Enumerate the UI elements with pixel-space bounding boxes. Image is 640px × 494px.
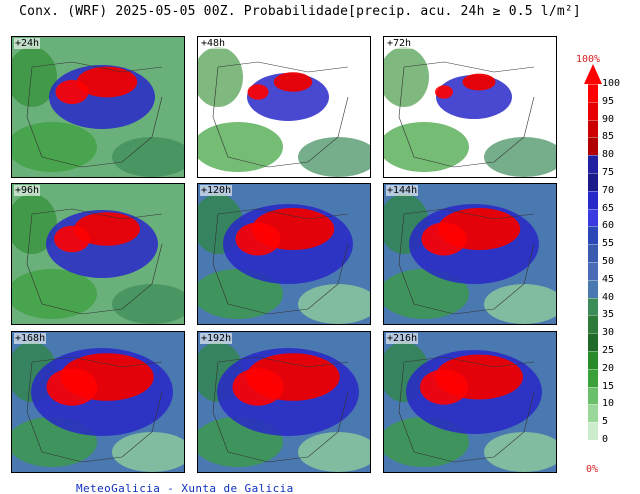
colorbar-segment	[588, 137, 598, 156]
colorbar-segment	[588, 351, 598, 369]
panel-lead-time-label: +144h	[386, 185, 419, 196]
coastline	[398, 61, 535, 168]
panel-lead-time-label: +48h	[200, 38, 227, 49]
colorbar-tick-label: 30	[602, 327, 615, 339]
forecast-panel: +24h	[11, 36, 185, 178]
forecast-panel: +96h	[11, 183, 185, 325]
panel-lead-time-label: +168h	[14, 333, 47, 344]
colorbar-tick-label: 95	[602, 95, 615, 107]
coastline	[26, 208, 163, 315]
colorbar-tick-label: 15	[602, 380, 615, 392]
colorbar-tick-label: 60	[602, 220, 615, 232]
colorbar-segment	[588, 262, 598, 280]
colorbar-segment	[588, 244, 598, 262]
colorbar-segment	[588, 173, 598, 191]
colorbar	[588, 84, 598, 440]
panel-lead-time-label: +120h	[200, 185, 233, 196]
probability-map	[384, 37, 556, 177]
colorbar-tick-label: 85	[602, 131, 615, 143]
colorbar-segment	[588, 226, 598, 245]
colorbar-segment	[588, 422, 598, 440]
probability-map	[12, 332, 184, 472]
colorbar-segment	[588, 315, 598, 334]
colorbar-tick-label: 40	[602, 291, 615, 303]
panel-lead-time-label: +96h	[14, 185, 41, 196]
colorbar-segment	[588, 333, 598, 351]
colorbar-segment	[588, 119, 598, 138]
colorbar-tick-label: 45	[602, 273, 615, 285]
colorbar-tick-label: 0	[602, 434, 609, 445]
colorbar-segment	[588, 279, 598, 298]
panel-lead-time-label: +216h	[386, 333, 419, 344]
colorbar-tick-label: 100	[602, 78, 621, 89]
colorbar-tick-label: 80	[602, 149, 615, 161]
colorbar-segment	[588, 101, 598, 120]
coastline	[212, 208, 349, 315]
probability-map	[198, 37, 370, 177]
colorbar-tick-label: 25	[602, 345, 615, 356]
colorbar-tick-label: 75	[602, 167, 615, 178]
colorbar-segment	[588, 208, 598, 227]
colorbar-max-label: 100%	[576, 54, 601, 65]
colorbar-tick-label: 5	[602, 416, 609, 428]
colorbar-tick-label: 90	[602, 113, 615, 125]
colorbar-tick-label: 35	[602, 309, 615, 321]
forecast-panel: +192h	[197, 331, 371, 473]
colorbar-segment	[588, 404, 598, 423]
coastline	[26, 356, 163, 463]
colorbar-segment	[588, 155, 598, 173]
forecast-panel: +168h	[11, 331, 185, 473]
footer-credit: MeteoGalicia - Xunta de Galicia	[76, 482, 294, 494]
coastline	[398, 356, 535, 463]
coastline	[398, 208, 535, 315]
probability-map	[12, 184, 184, 324]
colorbar-segment	[588, 368, 598, 387]
colorbar-min-label: 0%	[586, 464, 599, 475]
probability-map	[198, 332, 370, 472]
colorbar-segment	[588, 84, 598, 102]
probability-map	[198, 184, 370, 324]
coastline	[26, 61, 163, 168]
colorbar-tick-label: 70	[602, 184, 615, 196]
forecast-panel: +120h	[197, 183, 371, 325]
forecast-panel: +216h	[383, 331, 557, 473]
colorbar-segment	[588, 386, 598, 405]
colorbar-tick-label: 65	[602, 202, 615, 214]
colorbar-tick-label: 50	[602, 256, 615, 267]
colorbar-tick-label: 20	[602, 362, 615, 374]
colorbar-tick-label: 55	[602, 238, 615, 250]
coastline	[212, 356, 349, 463]
colorbar-segment	[588, 297, 598, 316]
probability-map	[384, 184, 556, 324]
colorbar-max-arrow-icon	[584, 64, 602, 84]
figure-title: Conx. (WRF) 2025-05-05 00Z. Probabilidad…	[19, 4, 581, 19]
forecast-panel: +48h	[197, 36, 371, 178]
panel-lead-time-label: +72h	[386, 38, 413, 49]
colorbar-tick-label: 10	[602, 398, 615, 410]
forecast-panel: +72h	[383, 36, 557, 178]
panel-lead-time-label: +24h	[14, 38, 41, 49]
panel-lead-time-label: +192h	[200, 333, 233, 344]
colorbar-segment	[588, 190, 598, 209]
probability-map	[12, 37, 184, 177]
probability-map	[384, 332, 556, 472]
forecast-panel: +144h	[383, 183, 557, 325]
coastline	[212, 61, 349, 168]
